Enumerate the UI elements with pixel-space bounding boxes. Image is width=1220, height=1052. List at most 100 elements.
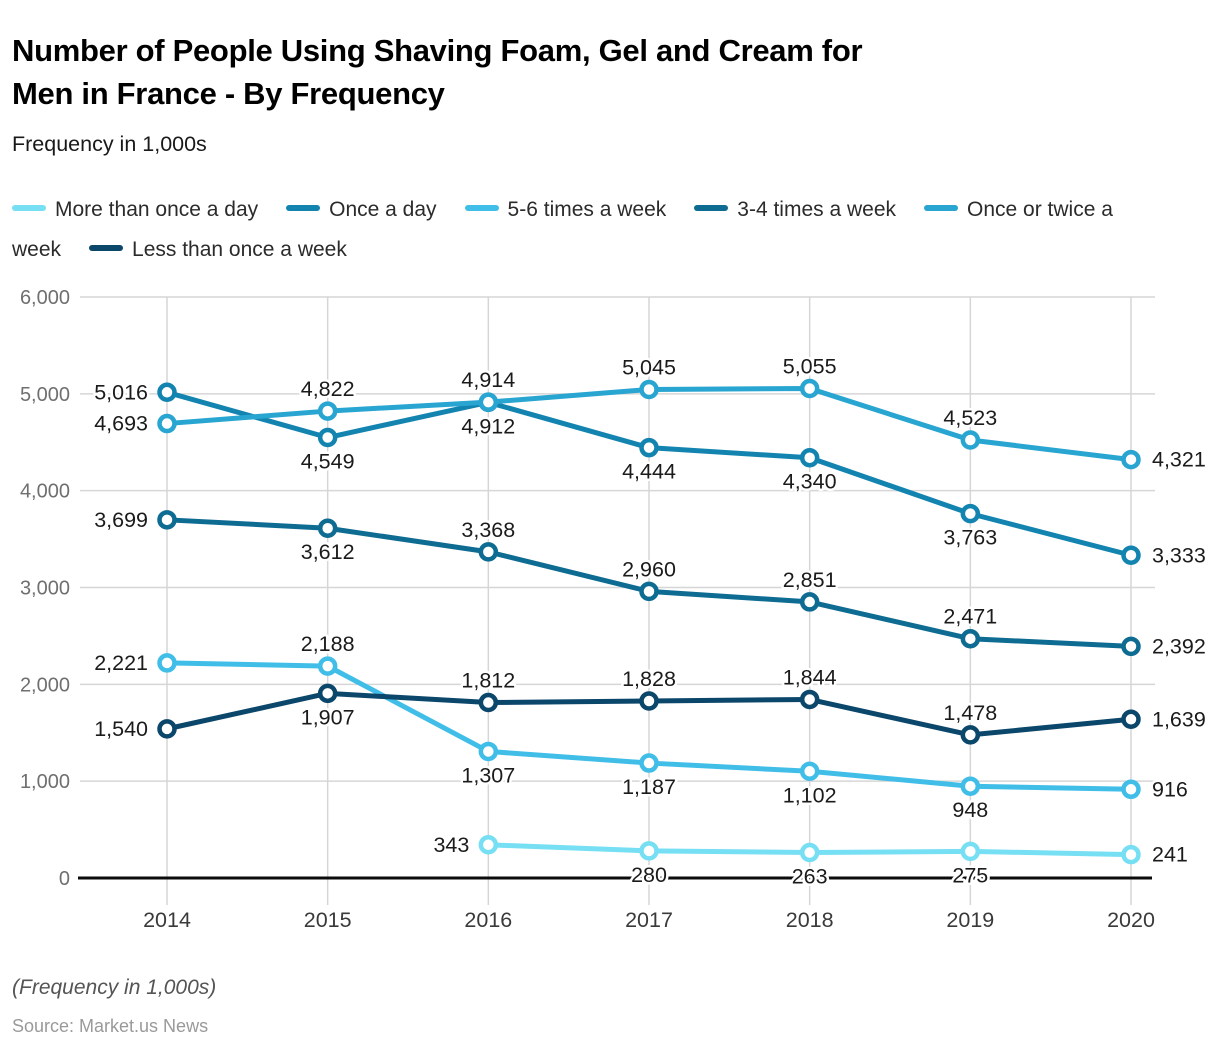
data-point-label: 275 xyxy=(952,863,988,887)
data-point-marker xyxy=(799,592,820,612)
legend-item-label-continuation: week xyxy=(12,230,61,270)
data-point-label: 1,307 xyxy=(461,763,515,787)
x-axis-tick-label: 2014 xyxy=(143,908,191,932)
x-axis-tick-label: 2019 xyxy=(946,908,994,932)
data-point-marker xyxy=(157,413,177,434)
x-axis-tick-label: 2018 xyxy=(786,908,834,932)
data-point-marker xyxy=(639,841,659,861)
data-point-marker xyxy=(639,691,659,711)
data-point-label: 3,763 xyxy=(943,526,997,550)
data-point-marker xyxy=(478,692,499,713)
data-point-label: 4,321 xyxy=(1152,448,1206,472)
legend-item: More than once a day xyxy=(12,190,258,230)
data-point-label: 3,368 xyxy=(461,518,515,542)
legend-swatch-icon xyxy=(12,205,46,212)
chart-title-line2: Men in France - By Frequency xyxy=(12,75,445,111)
data-point-label: 1,187 xyxy=(622,775,676,799)
data-point-marker xyxy=(960,725,981,745)
data-point-label: 4,549 xyxy=(301,450,355,474)
legend-item: 3-4 times a week xyxy=(694,190,896,230)
data-point-marker xyxy=(1121,449,1141,470)
chart-subtitle: Frequency in 1,000s xyxy=(12,132,207,156)
data-point-marker xyxy=(317,656,338,676)
data-point-label: 4,822 xyxy=(301,377,355,401)
x-axis-tick-label: 2015 xyxy=(304,908,352,932)
legend-item-label: Less than once a week xyxy=(132,238,347,261)
chart-title: Number of People Using Shaving Foam, Gel… xyxy=(12,29,1212,115)
y-axis-tick-label: 5,000 xyxy=(20,384,70,406)
legend-swatch-icon xyxy=(464,205,499,212)
chart-title-line1: Number of People Using Shaving Foam, Gel… xyxy=(12,32,863,68)
chart-legend: More than once a day Once a day 5-6 times … xyxy=(12,190,1207,270)
data-point-marker xyxy=(478,741,499,762)
legend-item: Less than once a week xyxy=(89,230,347,270)
data-point-marker xyxy=(157,510,177,530)
data-point-marker xyxy=(960,628,981,649)
legend-item-label: 3-4 times a week xyxy=(737,198,897,221)
data-point-marker xyxy=(157,382,177,403)
legend-item: Once a day xyxy=(286,190,437,230)
data-point-marker xyxy=(1121,545,1141,566)
legend-item: Once or twice a xyxy=(924,190,1113,230)
data-point-marker xyxy=(478,542,499,562)
data-point-marker xyxy=(317,401,338,421)
data-point-label: 2,960 xyxy=(622,557,676,581)
data-point-marker xyxy=(1121,636,1141,657)
data-point-label: 5,016 xyxy=(94,380,148,404)
data-point-label: 2,471 xyxy=(943,605,997,629)
data-point-label: 916 xyxy=(1152,777,1188,801)
data-point-label: 3,699 xyxy=(94,508,148,532)
x-axis-tick-label: 2016 xyxy=(464,908,512,932)
data-point-marker xyxy=(799,378,820,399)
data-point-label: 4,444 xyxy=(622,460,676,484)
data-point-label: 2,392 xyxy=(1152,634,1206,658)
line-chart: 6,000 5,000 4,000 3,000 2,000 1,000 0 2014 2015 2… xyxy=(0,280,1220,940)
x-axis-tick-label: 2017 xyxy=(625,908,673,932)
data-point-marker xyxy=(478,392,499,412)
data-point-label: 4,912 xyxy=(461,414,515,438)
legend-row-1: More than once a day Once a day 5-6 times … xyxy=(12,190,1207,230)
data-point-marker xyxy=(1121,844,1141,865)
data-point-label: 1,102 xyxy=(783,783,837,807)
legend-item-label: 5-6 times a week xyxy=(507,198,667,221)
legend-swatch-icon xyxy=(286,205,321,212)
data-point-marker xyxy=(960,841,981,862)
data-point-label: 343 xyxy=(433,833,469,857)
data-point-label: 4,523 xyxy=(943,406,997,430)
data-point-marker xyxy=(157,719,177,739)
data-point-marker xyxy=(799,689,820,710)
data-point-marker xyxy=(478,835,499,855)
data-point-label: 3,612 xyxy=(301,540,355,564)
y-axis-tick-label: 6,000 xyxy=(20,287,70,309)
data-point-label: 948 xyxy=(952,798,988,822)
data-point-label: 263 xyxy=(792,865,828,889)
data-point-marker xyxy=(960,503,981,524)
data-point-label: 1,540 xyxy=(94,717,148,741)
data-point-label: 4,914 xyxy=(461,368,515,392)
data-point-label: 2,188 xyxy=(301,632,355,656)
y-axis-tick-label: 1,000 xyxy=(20,771,70,793)
chart-canvas: 6,000 5,000 4,000 3,000 2,000 1,000 0 2014 2015 2… xyxy=(20,287,1208,932)
data-point-label: 1,478 xyxy=(943,701,997,725)
data-point-marker xyxy=(1121,709,1141,730)
data-point-label: 241 xyxy=(1152,843,1188,867)
data-point-marker xyxy=(317,427,338,448)
y-axis-tick-label: 2,000 xyxy=(20,674,70,696)
data-point-label: 1,844 xyxy=(783,665,837,689)
legend-swatch-icon xyxy=(694,205,729,212)
data-point-label: 1,812 xyxy=(461,669,515,693)
legend-item-label: Once a day xyxy=(329,198,437,221)
data-point-marker xyxy=(799,761,820,782)
data-point-label: 1,639 xyxy=(1152,707,1206,731)
y-axis-tick-label: 0 xyxy=(59,868,70,890)
data-point-marker xyxy=(157,653,177,673)
data-point-label: 4,693 xyxy=(94,412,148,436)
data-point-label: 3,333 xyxy=(1152,543,1206,567)
data-point-label: 2,221 xyxy=(94,651,148,675)
data-point-marker xyxy=(639,581,659,602)
data-point-marker xyxy=(960,430,981,450)
legend-item: 5-6 times a week xyxy=(464,190,667,230)
data-point-marker xyxy=(1121,779,1141,800)
x-axis-tick-label: 2020 xyxy=(1107,908,1155,932)
data-point-marker xyxy=(799,447,820,468)
